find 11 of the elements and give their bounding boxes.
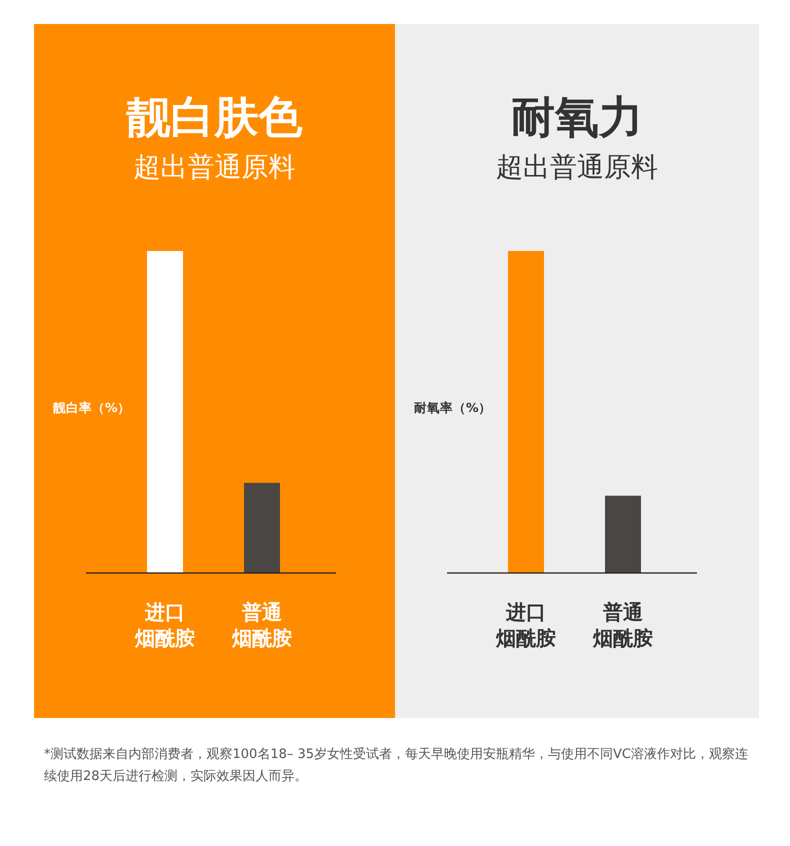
y-axis-title: 耐氧率（%） [414,400,492,415]
x-tick-label: 普通烟酰胺 [231,600,292,650]
chart-title: 靓白肤色 [126,92,302,143]
chart-title: 耐氧力 [511,92,643,143]
chart-subtitle: 超出普通原料 [496,152,658,183]
chart-subtitle: 超出普通原料 [134,152,296,183]
x-tick-label: 普通烟酰胺 [592,600,653,650]
x-tick-label: 进口烟酰胺 [495,600,556,650]
text: *测试数据来自内部消费者，观察100名18– 35岁女性受试者，每天早晚使用安瓶精华，与使用不同VC溶液作对比，观察连续使用28天后进行检测，实际效果因人而异。 [44,746,749,786]
x-tick-label: 进口烟酰胺 [134,600,195,650]
y-axis-title: 靓白率（%） [52,400,131,415]
